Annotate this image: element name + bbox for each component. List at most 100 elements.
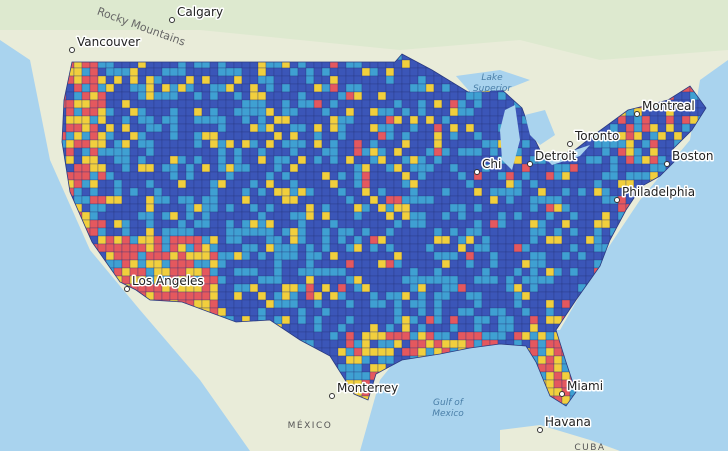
county-cell [449, 203, 459, 213]
county-cell [385, 203, 395, 213]
county-cell [441, 195, 451, 205]
county-cell [177, 227, 187, 237]
county-cell [193, 75, 203, 85]
county-cell [233, 147, 243, 157]
county-cell [449, 115, 459, 125]
county-cell [465, 227, 475, 237]
county-cell [241, 67, 251, 77]
county-cell [409, 83, 419, 93]
county-cell [297, 179, 307, 189]
county-cell [113, 155, 123, 165]
county-cell [217, 107, 227, 117]
county-cell [329, 75, 339, 85]
county-cell [433, 203, 443, 213]
county-cell [137, 203, 147, 213]
county-cell [113, 243, 123, 253]
county-cell [249, 123, 259, 133]
county-cell [529, 339, 539, 349]
county-cell [561, 179, 571, 189]
county-cell [225, 123, 235, 133]
county-cell [153, 235, 163, 245]
county-cell [201, 187, 211, 197]
county-cell [545, 267, 555, 277]
county-cell [409, 187, 419, 197]
county-cell [345, 235, 355, 245]
county-cell [241, 187, 251, 197]
county-cell [209, 283, 219, 293]
county-cell [433, 139, 443, 149]
county-cell [617, 171, 627, 181]
county-cell [169, 131, 179, 141]
county-cell [105, 235, 115, 245]
county-cell [241, 211, 251, 221]
county-cell [473, 203, 483, 213]
county-cell [385, 155, 395, 165]
county-cell [369, 299, 379, 309]
county-cell [465, 211, 475, 221]
county-cell [361, 83, 371, 93]
county-cell [537, 235, 547, 245]
county-cell [329, 195, 339, 205]
county-cell [137, 115, 147, 125]
county-cell [97, 195, 107, 205]
county-cell [481, 219, 491, 229]
county-cell [585, 155, 595, 165]
county-cell [137, 243, 147, 253]
county-cell [529, 243, 539, 253]
county-cell [489, 283, 499, 293]
county-cell [225, 299, 235, 309]
county-cell [385, 283, 395, 293]
county-cell [345, 251, 355, 261]
county-cell [361, 283, 371, 293]
county-cell [441, 123, 451, 133]
county-cell [481, 107, 491, 117]
county-cell [145, 147, 155, 157]
city-label: Philadelphia [622, 185, 695, 199]
county-cell [329, 243, 339, 253]
county-cell [497, 99, 507, 109]
county-cell [233, 283, 243, 293]
county-cell [297, 163, 307, 173]
county-cell [449, 307, 459, 317]
county-cell [241, 99, 251, 109]
county-cell [681, 115, 691, 125]
county-cell [321, 243, 331, 253]
county-cell [273, 75, 283, 85]
county-cell [233, 115, 243, 125]
county-cell [521, 331, 531, 341]
county-cell [201, 91, 211, 101]
county-cell [505, 315, 515, 325]
county-cell [377, 75, 387, 85]
county-cell [377, 267, 387, 277]
county-cell [145, 139, 155, 149]
county-cell [209, 139, 219, 149]
county-cell [385, 315, 395, 325]
county-cell [193, 203, 203, 213]
county-cell [297, 195, 307, 205]
county-cell [97, 179, 107, 189]
county-cell [153, 291, 163, 301]
country-label: CUBA [574, 443, 605, 451]
county-cell [329, 179, 339, 189]
county-cell [233, 139, 243, 149]
county-cell [505, 227, 515, 237]
county-cell [465, 267, 475, 277]
county-cell [217, 195, 227, 205]
county-cell [401, 331, 411, 341]
county-cell [81, 203, 91, 213]
county-cell [473, 99, 483, 109]
county-cell [521, 227, 531, 237]
county-cell [601, 171, 611, 181]
county-cell [337, 259, 347, 269]
county-cell [73, 171, 83, 181]
county-cell [249, 299, 259, 309]
county-cell [313, 275, 323, 285]
county-cell [337, 203, 347, 213]
county-cell [441, 243, 451, 253]
county-cell [513, 171, 523, 181]
county-cell [113, 131, 123, 141]
county-cell [561, 235, 571, 245]
county-cell [441, 283, 451, 293]
county-cell [273, 259, 283, 269]
county-cell [225, 179, 235, 189]
